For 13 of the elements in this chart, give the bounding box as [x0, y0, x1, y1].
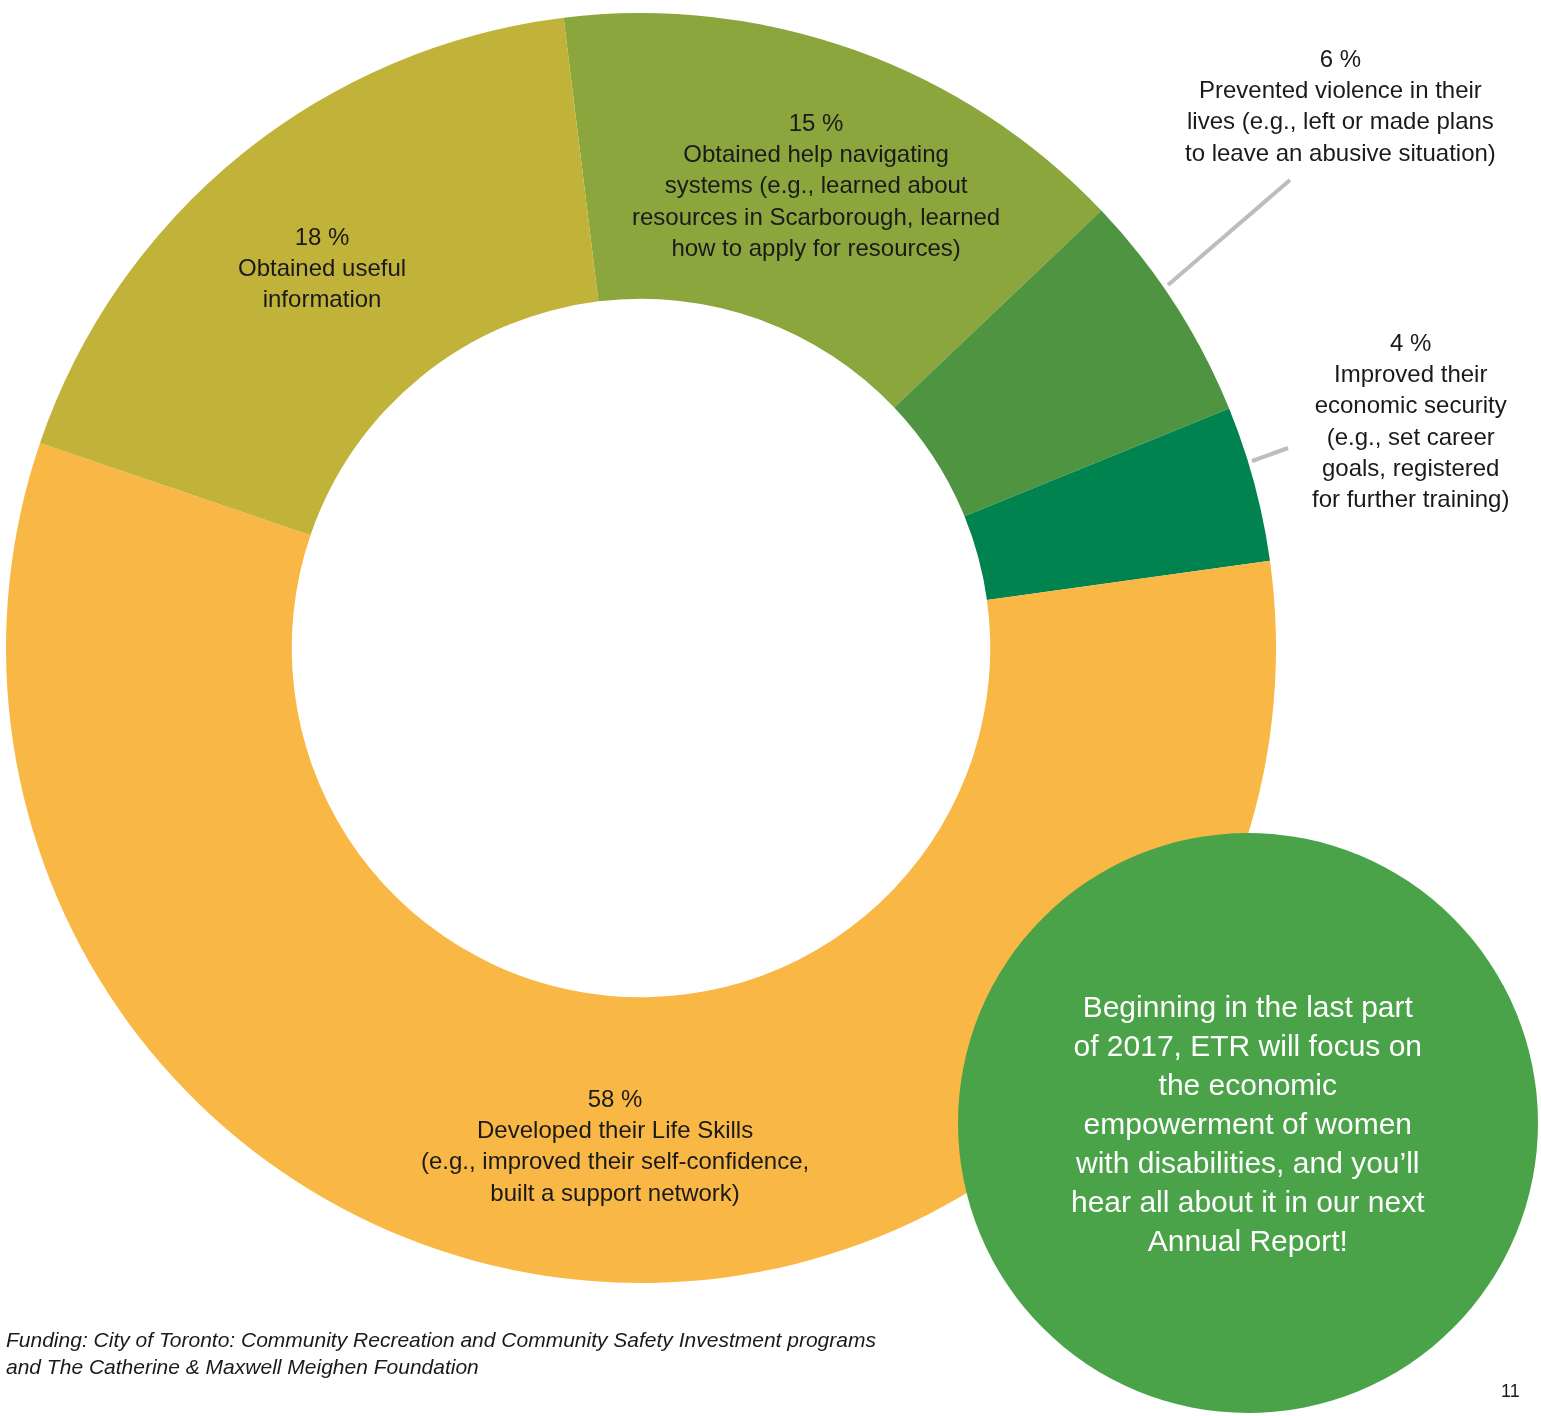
text: 11: [1501, 1381, 1520, 1401]
text: Beginning in the last part of 2017, ETR will focus on the economic empowerment of women with disabilities, and you’ll hear all about it in our next Annual Report!: [1071, 990, 1426, 1257]
data-label: 4 %: [1390, 329, 1432, 356]
data-label: 58 %: [587, 1085, 643, 1112]
slice-label: Developed their Life Skills (e.g., improved their self-confidence, built a support network): [421, 1116, 810, 1206]
data-label: 15 %: [788, 109, 844, 136]
slice-label: Obtained useful information: [238, 254, 407, 313]
slice-label: Obtained help navigating systems (e.g., learned about resources in Scarborough, learned how to apply for resources): [632, 140, 1001, 261]
data-label: 6 %: [1319, 45, 1362, 72]
text: Funding: City of Toronto: Community Recreation and Community Safety Investment programs and The Catherine & Maxwell Meighen Foundation: [6, 1328, 877, 1379]
data-label: 18 %: [294, 223, 350, 250]
slice-label: Improved their economic security (e.g., set career goals, registered for further training): [1312, 360, 1510, 512]
slice-label: Prevented violence in their lives (e.g., left or made plans to leave an abusive situation): [1185, 76, 1496, 166]
